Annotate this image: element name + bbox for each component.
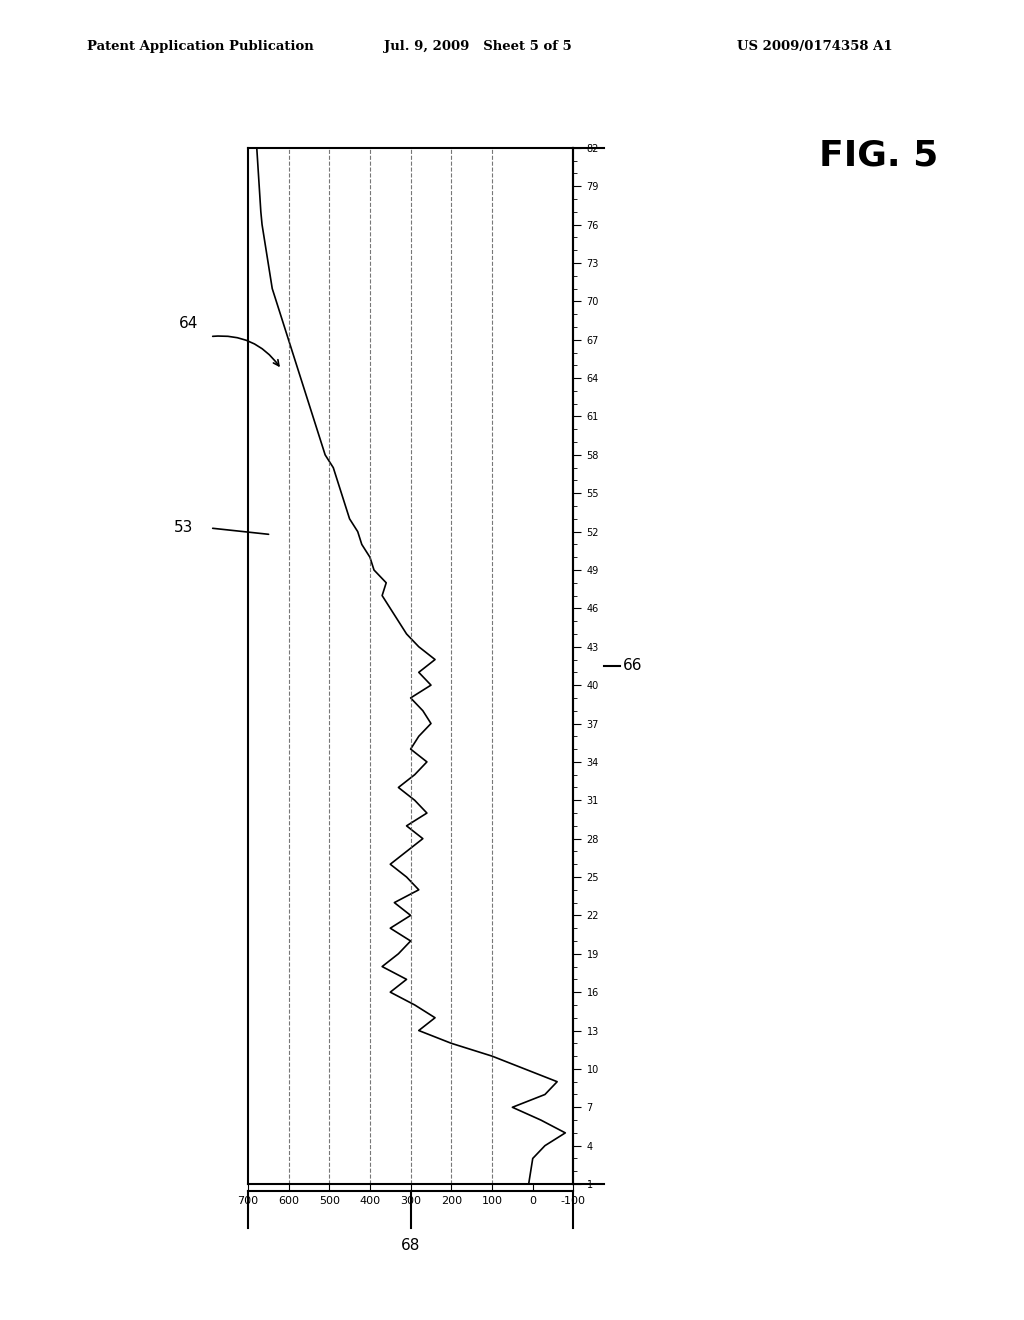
Text: 68: 68 bbox=[401, 1238, 420, 1253]
Text: 64: 64 bbox=[179, 315, 199, 331]
Text: 53: 53 bbox=[174, 520, 194, 536]
Text: FIG. 5: FIG. 5 bbox=[819, 139, 938, 172]
Text: Patent Application Publication: Patent Application Publication bbox=[87, 40, 313, 53]
Text: Jul. 9, 2009   Sheet 5 of 5: Jul. 9, 2009 Sheet 5 of 5 bbox=[384, 40, 571, 53]
Text: 66: 66 bbox=[623, 659, 642, 673]
Text: US 2009/0174358 A1: US 2009/0174358 A1 bbox=[737, 40, 893, 53]
